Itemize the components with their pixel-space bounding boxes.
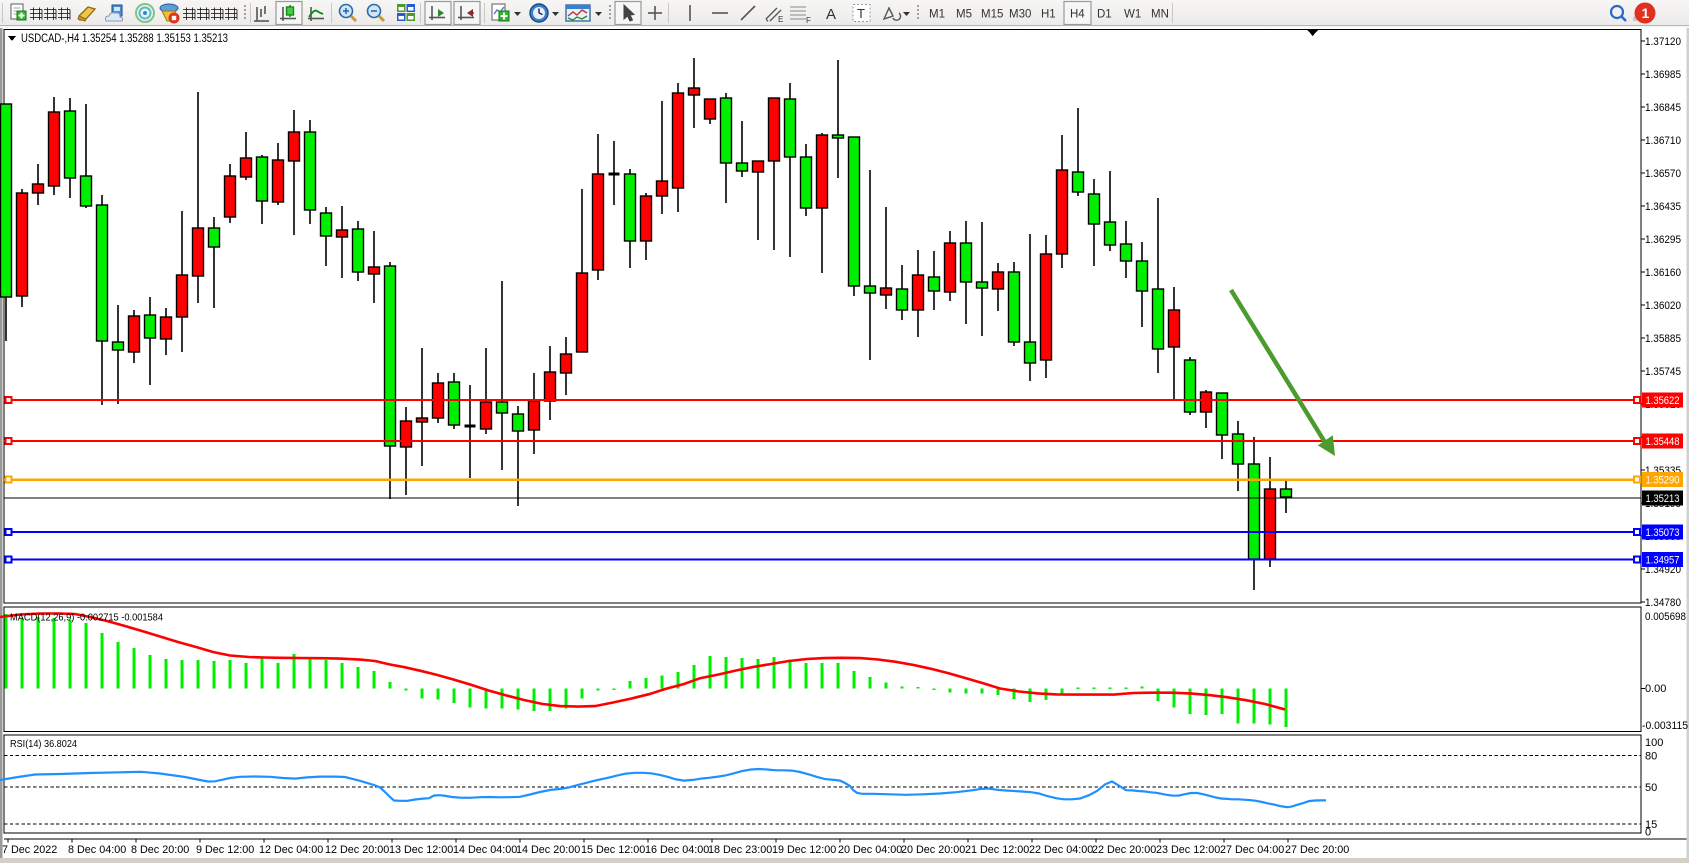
svg-text:1.36710: 1.36710 — [1645, 135, 1681, 147]
svg-text:16 Dec 04:00: 16 Dec 04:00 — [645, 844, 709, 856]
svg-text:1.35448: 1.35448 — [1646, 436, 1680, 448]
svg-text:1.36160: 1.36160 — [1645, 267, 1681, 279]
svg-text:12 Dec 04:00: 12 Dec 04:00 — [259, 844, 323, 856]
svg-text:12 Dec 20:00: 12 Dec 20:00 — [325, 844, 389, 856]
svg-text:M1: M1 — [929, 9, 945, 21]
svg-text:A: A — [826, 6, 836, 23]
svg-text:14 Dec 04:00: 14 Dec 04:00 — [453, 844, 517, 856]
svg-text:E: E — [778, 15, 783, 24]
svg-text:50: 50 — [1645, 782, 1657, 794]
svg-text:80: 80 — [1645, 751, 1657, 763]
svg-text:0.00: 0.00 — [1645, 683, 1666, 695]
svg-text:1.35622: 1.35622 — [1646, 395, 1680, 407]
svg-text:-0.003115: -0.003115 — [1642, 720, 1688, 732]
svg-text:100: 100 — [1645, 737, 1663, 749]
svg-text:20 Dec 04:00: 20 Dec 04:00 — [838, 844, 902, 856]
svg-text:9 Dec 12:00: 9 Dec 12:00 — [196, 844, 254, 856]
svg-text:1.35745: 1.35745 — [1645, 366, 1681, 378]
svg-text:MACD(12,26,9) -0.002715 -0.001: MACD(12,26,9) -0.002715 -0.001584 — [10, 613, 163, 624]
svg-text:1: 1 — [1642, 5, 1650, 21]
svg-text:23 Dec 12:00: 23 Dec 12:00 — [1156, 844, 1220, 856]
svg-text:14 Dec 20:00: 14 Dec 20:00 — [516, 844, 580, 856]
svg-text:T: T — [857, 6, 865, 21]
svg-text:H4: H4 — [1070, 9, 1085, 21]
svg-text:21 Dec 12:00: 21 Dec 12:00 — [965, 844, 1029, 856]
svg-text:7 Dec 2022: 7 Dec 2022 — [2, 844, 57, 856]
svg-text:0.005698: 0.005698 — [1645, 611, 1686, 623]
svg-text:15: 15 — [1645, 819, 1657, 831]
svg-text:1.34780: 1.34780 — [1645, 597, 1681, 609]
svg-text:27 Dec 20:00: 27 Dec 20:00 — [1285, 844, 1349, 856]
svg-text:1.34957: 1.34957 — [1646, 555, 1680, 567]
svg-text:M30: M30 — [1009, 9, 1031, 21]
svg-text:1.37120: 1.37120 — [1645, 36, 1681, 48]
svg-text:8 Dec 20:00: 8 Dec 20:00 — [131, 844, 189, 856]
svg-text:M15: M15 — [981, 9, 1003, 21]
svg-text:H1: H1 — [1041, 9, 1056, 21]
svg-text:M5: M5 — [956, 9, 972, 21]
svg-text:1.35290: 1.35290 — [1646, 475, 1680, 487]
svg-text:W1: W1 — [1124, 9, 1141, 21]
svg-text:1.35073: 1.35073 — [1646, 527, 1680, 539]
svg-text:MN: MN — [1151, 9, 1169, 21]
svg-text:1.36295: 1.36295 — [1645, 234, 1681, 246]
svg-text:20 Dec 20:00: 20 Dec 20:00 — [901, 844, 965, 856]
svg-text:USDCAD-,H4 1.35254 1.35288 1.: USDCAD-,H4 1.35254 1.35288 1.35153 1.352… — [21, 33, 228, 45]
svg-text:8 Dec 04:00: 8 Dec 04:00 — [68, 844, 126, 856]
svg-text:18 Dec 23:00: 18 Dec 23:00 — [708, 844, 772, 856]
svg-text:1.36020: 1.36020 — [1645, 300, 1681, 312]
svg-text:D1: D1 — [1097, 9, 1112, 21]
svg-text:13 Dec 12:00: 13 Dec 12:00 — [389, 844, 453, 856]
svg-text:1.36435: 1.36435 — [1645, 201, 1681, 213]
svg-text:0: 0 — [1645, 827, 1651, 839]
svg-text:22 Dec 20:00: 22 Dec 20:00 — [1092, 844, 1156, 856]
svg-text:1.36845: 1.36845 — [1645, 102, 1681, 114]
svg-text:1.36985: 1.36985 — [1645, 69, 1681, 81]
svg-text:15 Dec 12:00: 15 Dec 12:00 — [581, 844, 645, 856]
svg-text:27 Dec 04:00: 27 Dec 04:00 — [1220, 844, 1284, 856]
svg-text:19 Dec 12:00: 19 Dec 12:00 — [772, 844, 836, 856]
svg-text:RSI(14) 36.8024: RSI(14) 36.8024 — [10, 739, 77, 750]
svg-text:1.35213: 1.35213 — [1646, 493, 1680, 505]
svg-text:22 Dec 04:00: 22 Dec 04:00 — [1029, 844, 1093, 856]
svg-text:1.35885: 1.35885 — [1645, 333, 1681, 345]
svg-text:1.36570: 1.36570 — [1645, 168, 1681, 180]
svg-text:F: F — [806, 16, 811, 25]
